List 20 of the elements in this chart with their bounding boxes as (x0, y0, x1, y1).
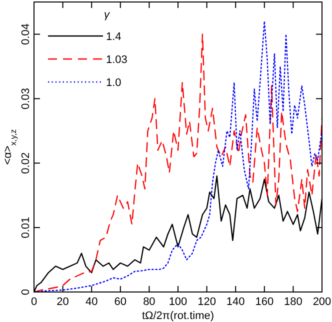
y-tick-label: 0.04 (20, 24, 32, 45)
x-tick-label: 100 (168, 296, 188, 308)
legend-label: 1.4 (106, 31, 122, 43)
x-axis-title: tΩ/2π(rot.time) (142, 310, 214, 322)
y-tick-label: 0 (20, 288, 32, 296)
legend-label: 1.03 (106, 54, 128, 66)
x-tick-label: 80 (143, 296, 156, 308)
x-tick-label: 200 (312, 296, 332, 308)
x-tick-label: 60 (114, 296, 127, 308)
x-tick-label: 160 (255, 296, 274, 308)
x-tick-label: 180 (284, 296, 302, 308)
y-tick-label: 0.03 (20, 88, 32, 110)
x-tick-label: 120 (198, 296, 216, 308)
legend-label: 1.0 (106, 77, 122, 89)
y-tick-label: 0.02 (20, 152, 32, 174)
x-tick-label: 40 (85, 296, 98, 308)
x-tick-label: 140 (226, 296, 245, 308)
y-tick-label: 0.01 (20, 216, 32, 238)
legend-title: γ (104, 9, 111, 21)
x-tick-label: 20 (56, 296, 69, 308)
